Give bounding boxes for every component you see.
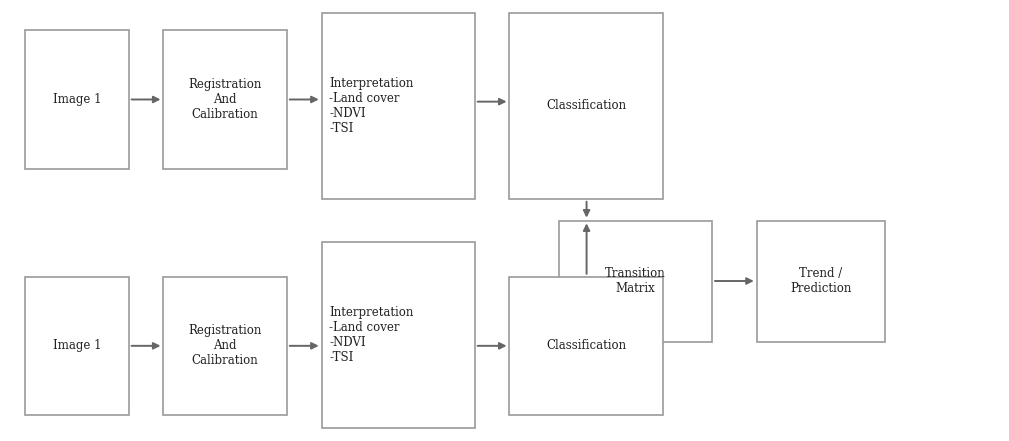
FancyBboxPatch shape bbox=[322, 13, 475, 199]
FancyBboxPatch shape bbox=[559, 220, 712, 341]
Text: Image 1: Image 1 bbox=[52, 93, 101, 106]
Text: Trend /
Prediction: Trend / Prediction bbox=[790, 267, 852, 295]
FancyBboxPatch shape bbox=[25, 277, 129, 415]
FancyBboxPatch shape bbox=[757, 220, 885, 341]
FancyBboxPatch shape bbox=[510, 13, 663, 199]
FancyBboxPatch shape bbox=[322, 242, 475, 428]
Text: Registration
And
Calibration: Registration And Calibration bbox=[189, 324, 262, 367]
FancyBboxPatch shape bbox=[510, 277, 663, 415]
Text: Interpretation
-Land cover
-NDVI
-TSI: Interpretation -Land cover -NDVI -TSI bbox=[330, 77, 414, 135]
Text: Interpretation
-Land cover
-NDVI
-TSI: Interpretation -Land cover -NDVI -TSI bbox=[330, 306, 414, 364]
Text: Classification: Classification bbox=[546, 339, 627, 352]
Text: Image 1: Image 1 bbox=[52, 339, 101, 352]
Text: Registration
And
Calibration: Registration And Calibration bbox=[189, 78, 262, 121]
Text: Classification: Classification bbox=[546, 100, 627, 112]
FancyBboxPatch shape bbox=[25, 30, 129, 168]
FancyBboxPatch shape bbox=[163, 30, 287, 168]
FancyBboxPatch shape bbox=[163, 277, 287, 415]
Text: Transition
Matrix: Transition Matrix bbox=[605, 267, 666, 295]
